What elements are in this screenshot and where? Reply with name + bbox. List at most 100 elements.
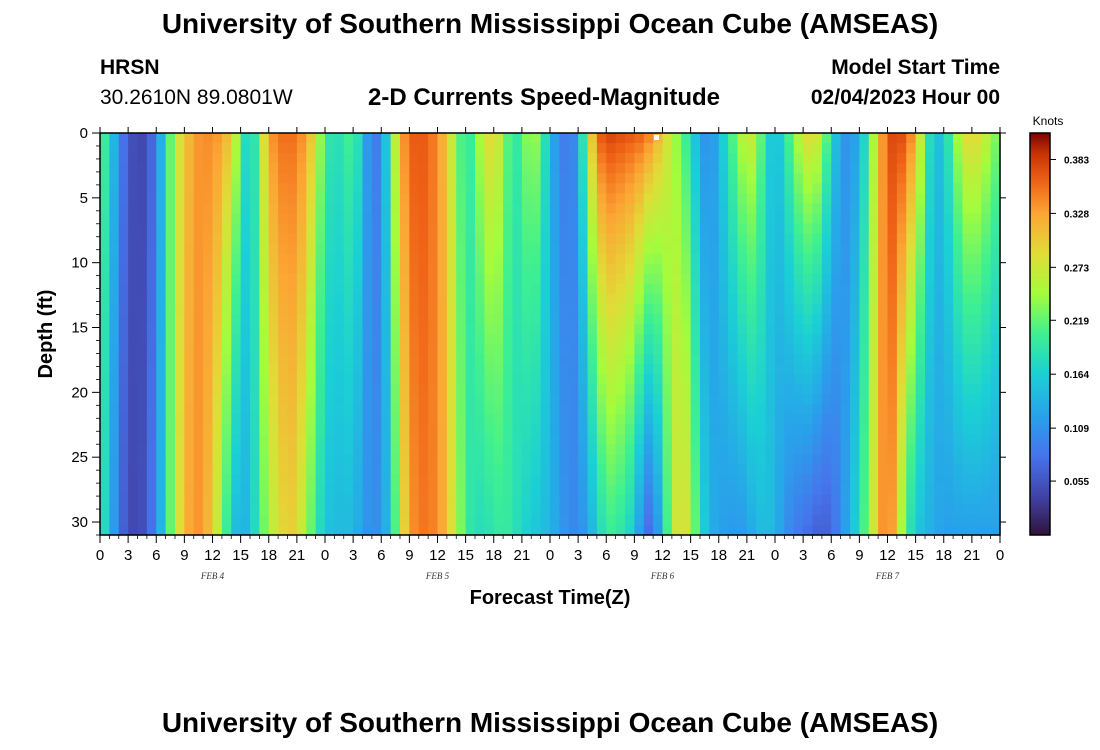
heatmap-cell [559, 384, 570, 395]
heatmap-cell [146, 424, 157, 436]
heatmap-cell [587, 163, 598, 174]
heatmap-cell [915, 323, 926, 335]
heatmap-cell [446, 163, 457, 174]
heatmap-cell [962, 243, 973, 255]
heatmap-cell [475, 334, 485, 345]
heatmap-cell [531, 283, 542, 295]
colorbar-tick-label: 0.328 [1064, 209, 1089, 220]
heatmap-cell [540, 514, 551, 526]
heatmap-cell [793, 464, 804, 476]
heatmap-cell [362, 434, 373, 446]
heatmap-cell [671, 213, 682, 225]
heatmap-cell [596, 323, 607, 335]
heatmap-cell [465, 394, 476, 405]
heatmap-cell [268, 354, 279, 365]
heatmap-cell [212, 494, 223, 506]
heatmap-cell [296, 514, 307, 526]
heatmap-cell [437, 283, 448, 295]
heatmap-cell [193, 364, 204, 375]
heatmap-cell [615, 364, 626, 375]
heatmap-cell [165, 233, 176, 245]
heatmap-cell [803, 213, 814, 225]
heatmap-cell [896, 414, 907, 426]
heatmap-cell [821, 384, 832, 395]
heatmap-cell [718, 404, 729, 415]
heatmap-cell [446, 474, 457, 486]
heatmap-cell [456, 344, 467, 355]
heatmap-cell [596, 253, 607, 265]
heatmap-cell [109, 213, 120, 225]
heatmap-cell [296, 203, 307, 214]
heatmap-cell [456, 253, 467, 265]
heatmap-cell [146, 293, 157, 305]
heatmap-cell [962, 424, 973, 436]
heatmap-cell [334, 223, 345, 235]
heatmap-cell [231, 364, 242, 375]
heatmap-cell [428, 313, 439, 325]
heatmap-cell [662, 223, 673, 235]
heatmap-cell [587, 504, 598, 516]
heatmap-cell [268, 504, 279, 516]
heatmap-cell [400, 323, 410, 335]
heatmap-cell [146, 494, 157, 506]
heatmap-cell [775, 444, 785, 456]
heatmap-cell [550, 323, 560, 335]
heatmap-cell [784, 323, 795, 335]
heatmap-cell [390, 293, 401, 305]
heatmap-cell [315, 303, 326, 315]
heatmap-cell [418, 454, 429, 466]
heatmap-cell [896, 504, 907, 516]
heatmap-cell [737, 474, 748, 486]
heatmap-cell [428, 293, 439, 305]
heatmap-cell [156, 243, 167, 255]
heatmap-cell [971, 233, 982, 245]
heatmap-cell [353, 454, 364, 466]
heatmap-cell [146, 404, 157, 415]
heatmap-cell [756, 253, 767, 265]
y-tick-label: 15 [71, 320, 88, 337]
x-tick-label: 0 [321, 547, 329, 564]
heatmap-cell [231, 303, 242, 315]
heatmap-cell [925, 203, 935, 214]
heatmap-cell [315, 334, 326, 345]
heatmap-cell [203, 504, 214, 516]
heatmap-cell [821, 273, 832, 285]
heatmap-cell [475, 313, 485, 325]
heatmap-cell [381, 354, 392, 365]
heatmap-cell [128, 213, 139, 225]
heatmap-cell [203, 404, 214, 415]
heatmap-cell [718, 143, 729, 154]
heatmap-cell [784, 354, 795, 365]
heatmap-cell [100, 394, 110, 405]
heatmap-cell [559, 454, 570, 466]
heatmap-cell [465, 334, 476, 345]
heatmap-cell [887, 303, 898, 315]
heatmap-cell [812, 213, 823, 225]
heatmap-cell [268, 283, 279, 295]
heatmap-cell [662, 133, 673, 144]
heatmap-cell [850, 173, 860, 184]
heatmap-cell [400, 293, 410, 305]
heatmap-cell [953, 394, 964, 405]
heatmap-cell [981, 364, 992, 375]
heatmap-cell [315, 454, 326, 466]
heatmap-cell [100, 524, 110, 536]
heatmap-cell [775, 243, 785, 255]
heatmap-cell [165, 474, 176, 486]
x-tick-label: 3 [349, 547, 357, 564]
heatmap-cell [934, 454, 945, 466]
heatmap-cell [775, 494, 785, 506]
heatmap-cell [850, 444, 860, 456]
heatmap-cell [784, 243, 795, 255]
heatmap-cell [550, 163, 560, 174]
heatmap-cell [709, 283, 720, 295]
heatmap-cell [634, 504, 645, 516]
heatmap-cell [962, 323, 973, 335]
heatmap-cell [934, 283, 945, 295]
heatmap-cell [325, 173, 335, 184]
heatmap-cell [240, 313, 251, 325]
heatmap-cell [306, 444, 317, 456]
heatmap-cell [531, 384, 542, 395]
heatmap-cell [118, 434, 129, 446]
heatmap-cell [690, 434, 701, 446]
